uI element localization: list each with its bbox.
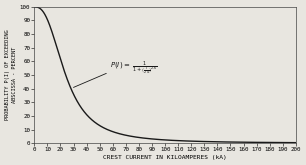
Text: $P(I){=}\ \frac{1}{1+\left(\frac{I}{24}\right)^{\!2.6}}$: $P(I){=}\ \frac{1}{1+\left(\frac{I}{24}\… bbox=[110, 60, 158, 77]
Y-axis label: PROBABILITY P(I) OF EXCEEDING
ABSCISSA - PERCENT: PROBABILITY P(I) OF EXCEEDING ABSCISSA -… bbox=[5, 30, 17, 120]
X-axis label: CREST CURRENT IN KILOAMPERES (kA): CREST CURRENT IN KILOAMPERES (kA) bbox=[103, 155, 227, 160]
